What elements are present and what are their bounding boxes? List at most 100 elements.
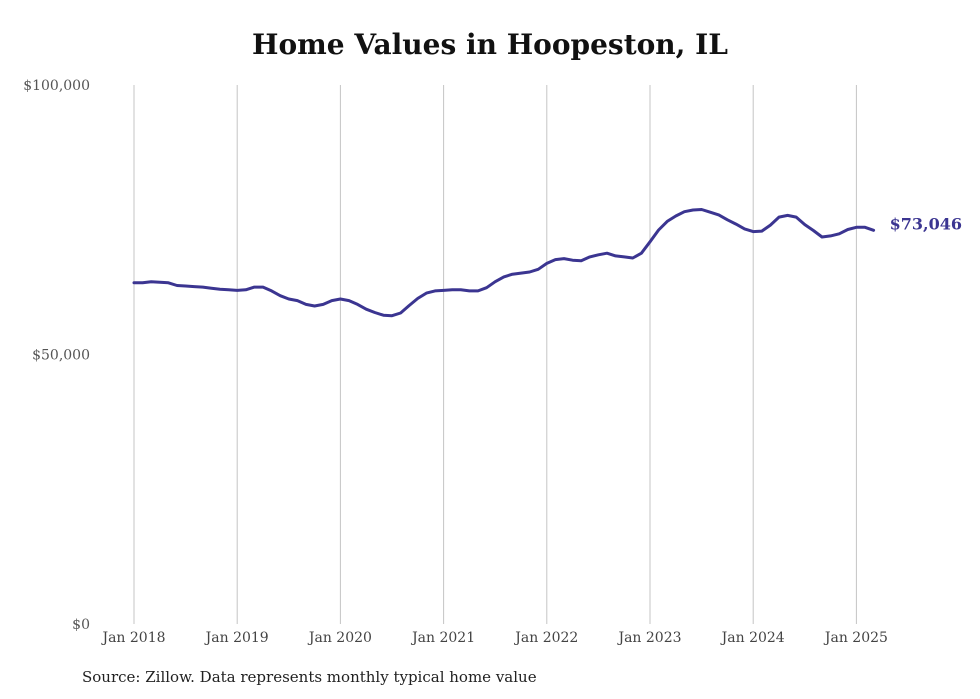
data-point-2024-09 xyxy=(821,235,824,238)
data-point-2018-01 xyxy=(133,281,136,284)
x-tick-label: Jan 2018 xyxy=(100,630,165,646)
x-tick-label: Jan 2022 xyxy=(513,630,578,646)
data-point-2020-09 xyxy=(408,304,411,307)
x-tick-label: Jan 2019 xyxy=(204,630,269,646)
data-point-2023-08 xyxy=(709,211,712,214)
data-point-2024-08 xyxy=(812,229,815,232)
data-point-2022-01 xyxy=(545,262,548,265)
data-point-2024-05 xyxy=(786,214,789,217)
x-tick-label: Jan 2021 xyxy=(410,630,475,646)
data-point-2025-01 xyxy=(855,226,858,229)
data-point-2021-01 xyxy=(442,289,445,292)
source-note: Source: Zillow. Data represents monthly … xyxy=(82,668,537,686)
data-point-2019-07 xyxy=(287,297,290,300)
data-point-2021-04 xyxy=(468,289,471,292)
data-point-2021-06 xyxy=(485,286,488,289)
x-tick-label: Jan 2023 xyxy=(616,630,681,646)
data-point-2021-11 xyxy=(528,271,531,274)
data-point-2020-02 xyxy=(348,299,351,302)
data-point-2024-06 xyxy=(795,216,798,219)
data-point-2021-12 xyxy=(537,268,540,271)
data-point-2018-02 xyxy=(141,281,144,284)
data-point-2020-11 xyxy=(425,292,428,295)
data-point-2021-07 xyxy=(494,280,497,283)
data-point-2025-03 xyxy=(872,229,875,232)
y-tick-label: $50,000 xyxy=(32,348,90,364)
data-point-2023-05 xyxy=(683,210,686,213)
data-point-2021-03 xyxy=(459,288,462,291)
data-point-2022-08 xyxy=(606,252,609,255)
chart-title: Home Values in Hoopeston, IL xyxy=(252,28,728,61)
data-point-2022-02 xyxy=(554,258,557,261)
data-point-2023-09 xyxy=(717,213,720,216)
data-point-2019-09 xyxy=(305,303,308,306)
y-axis-tick-labels: $0 $50,000 $100,000 xyxy=(23,78,90,633)
data-point-2023-04 xyxy=(674,214,677,217)
data-point-2024-02 xyxy=(760,230,763,233)
data-point-2020-01 xyxy=(339,297,342,300)
data-point-2023-06 xyxy=(692,209,695,212)
data-point-2021-02 xyxy=(451,288,454,291)
last-value-label: $73,046 xyxy=(890,214,962,233)
series-line-home-value xyxy=(132,208,876,318)
x-tick-label: Jan 2020 xyxy=(307,630,372,646)
data-point-2023-03 xyxy=(666,220,669,223)
data-point-2022-12 xyxy=(640,252,643,255)
data-point-2018-05 xyxy=(167,281,170,284)
y-tick-label: $0 xyxy=(72,617,90,633)
data-point-2019-06 xyxy=(279,294,282,297)
data-point-2019-10 xyxy=(313,304,316,307)
data-point-2019-11 xyxy=(322,303,325,306)
data-point-2024-07 xyxy=(803,223,806,226)
y-tick-label: $100,000 xyxy=(23,78,90,94)
data-point-2022-06 xyxy=(588,255,591,258)
data-point-2019-05 xyxy=(270,289,273,292)
data-point-2018-12 xyxy=(227,288,230,291)
data-point-2019-02 xyxy=(244,288,247,291)
data-point-2024-11 xyxy=(838,232,841,235)
data-point-2024-03 xyxy=(769,224,772,227)
data-point-2022-10 xyxy=(623,255,626,258)
data-point-2025-02 xyxy=(864,226,867,229)
data-points xyxy=(133,208,876,317)
data-point-2019-04 xyxy=(262,286,265,289)
data-point-2019-01 xyxy=(236,289,239,292)
data-point-2022-03 xyxy=(563,257,566,260)
data-point-2021-08 xyxy=(502,275,505,278)
data-point-2023-12 xyxy=(743,227,746,230)
data-point-2020-10 xyxy=(416,297,419,300)
data-point-2018-08 xyxy=(193,285,196,288)
x-axis-tick-labels: Jan 2018 Jan 2019 Jan 2020 Jan 2021 Jan 2022… xyxy=(100,630,887,646)
data-point-2021-10 xyxy=(520,272,523,275)
data-point-2023-11 xyxy=(735,223,738,226)
data-point-2023-01 xyxy=(649,240,652,243)
data-point-2023-07 xyxy=(700,208,703,211)
data-point-2024-12 xyxy=(846,228,849,231)
data-point-2022-11 xyxy=(631,257,634,260)
data-point-2022-05 xyxy=(580,259,583,262)
data-point-2018-03 xyxy=(150,280,153,283)
data-point-2019-08 xyxy=(296,299,299,302)
x-tick-label: Jan 2024 xyxy=(720,630,785,646)
data-point-2021-09 xyxy=(511,273,514,276)
data-point-2024-01 xyxy=(752,230,755,233)
data-point-2020-04 xyxy=(365,308,368,311)
x-tick-label: Jan 2025 xyxy=(823,630,888,646)
data-point-2018-04 xyxy=(158,281,161,284)
data-point-2022-09 xyxy=(614,254,617,257)
data-point-2023-02 xyxy=(657,228,660,231)
data-point-2018-11 xyxy=(219,288,222,291)
data-point-2018-06 xyxy=(176,284,179,287)
data-point-2020-12 xyxy=(434,289,437,292)
data-point-2018-09 xyxy=(201,286,204,289)
data-point-2022-07 xyxy=(597,253,600,256)
data-point-2024-04 xyxy=(778,216,781,219)
data-point-2018-07 xyxy=(184,285,187,288)
data-point-2024-10 xyxy=(829,234,832,237)
data-point-2020-05 xyxy=(373,311,376,314)
data-point-2023-10 xyxy=(726,218,729,221)
data-point-2022-04 xyxy=(571,259,574,262)
data-point-2020-08 xyxy=(399,311,402,314)
data-point-2018-10 xyxy=(210,287,213,290)
